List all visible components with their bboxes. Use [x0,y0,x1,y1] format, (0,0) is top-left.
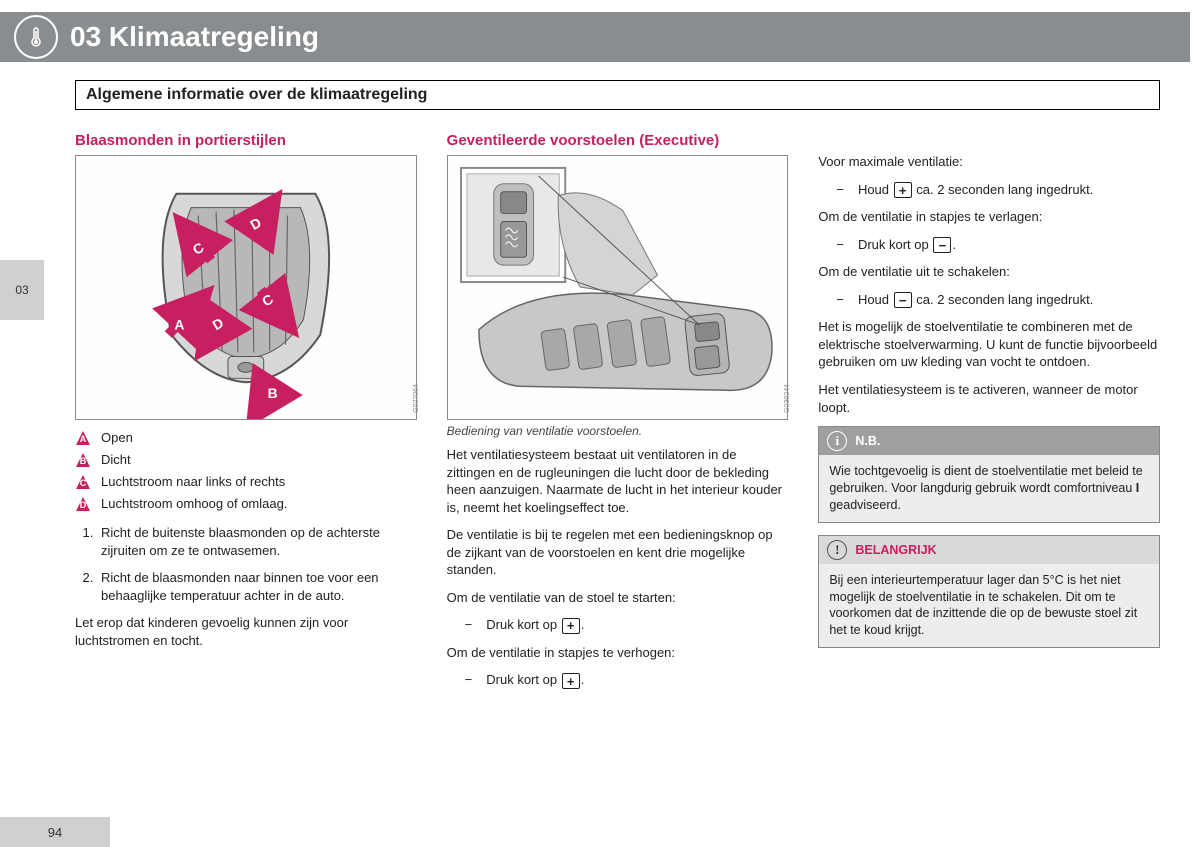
marker-b-icon: B [75,452,91,468]
dash-item: −Houd − ca. 2 seconden lang ingedrukt. [836,291,1160,309]
column-1: Blaasmonden in portierstijlen [75,132,417,699]
info-icon: i [827,431,847,451]
step-item: Richt de blaasmonden naar binnen toe voo… [97,569,417,604]
svg-text:B: B [80,456,87,466]
figure-seat-control: G030244 [447,155,789,420]
text: ca. 2 seconden lang ingedrukt. [913,292,1094,307]
col3-p4: Het ventilatiesysteem is te activeren, w… [818,381,1160,416]
callout-body: Wie tochtgevoelig is dient de stoelventi… [819,455,1159,522]
col1-heading: Blaasmonden in portierstijlen [75,132,417,149]
svg-text:B: B [268,385,278,401]
legend-row: C Luchtstroom naar links of rechts [75,474,417,490]
marker-a-icon: A [75,430,91,446]
thermometer-icon [14,15,58,59]
plus-key-icon: + [562,673,580,689]
section-title: Algemene informatie over de klimaatregel… [75,80,1160,110]
legend-text: Luchtstroom omhoog of omlaag. [101,496,287,511]
text: geadviseerd. [829,498,901,512]
minus-key-icon: − [894,292,912,308]
callout-nb: i N.B. Wie tochtgevoelig is dient de sto… [818,426,1160,523]
figure-air-vent: A B C C D D G027064 [75,155,417,420]
text: Druk kort op [858,237,932,252]
text: Druk kort op [486,672,560,687]
step-item: Richt de buitenste blaasmonden op de ach… [97,524,417,559]
svg-text:C: C [80,478,87,488]
minus-key-icon: − [933,237,951,253]
dash-item: −Druk kort op +. [465,616,789,634]
text: ca. 2 seconden lang ingedrukt. [913,182,1094,197]
legend-row: D Luchtstroom omhoog of omlaag. [75,496,417,512]
content-area: Algemene informatie over de klimaatregel… [75,80,1160,699]
text: Houd [858,182,893,197]
callout-important: ! BELANGRIJK Bij een interieurtemperatuu… [818,535,1160,649]
svg-text:A: A [80,434,87,444]
marker-d-icon: D [75,496,91,512]
steps-list: Richt de buitenste blaasmonden op de ach… [97,524,417,604]
dash-item: −Druk kort op −. [836,236,1160,254]
dash-item: −Druk kort op +. [465,671,789,689]
callout-head: i N.B. [819,427,1159,455]
col2-line1: Om de ventilatie van de stoel te starten… [447,589,789,607]
col3-p3: Het is mogelijk de stoelventilatie te co… [818,318,1160,371]
chapter-header: 03 Klimaatregeling [0,12,1190,62]
plus-key-icon: + [894,182,912,198]
page-number: 94 [0,817,110,847]
image-code: G027064 [413,384,420,413]
svg-text:A: A [174,317,184,333]
col2-heading: Geventileerde voorstoelen (Executive) [447,132,789,149]
callout-title: N.B. [855,434,880,448]
legend-text: Luchtstroom naar links of rechts [101,474,285,489]
col2-p1: Het ventilatiesysteem bestaat uit ventil… [447,446,789,516]
text: Druk kort op [486,617,560,632]
callout-body: Bij een interieurtemperatuur lager dan 5… [819,564,1159,648]
marker-c-icon: C [75,474,91,490]
exclamation-icon: ! [827,540,847,560]
col3-line2: Om de ventilatie uit te schakelen: [818,263,1160,281]
text: Wie tochtgevoelig is dient de stoelventi… [829,464,1142,495]
col2-line2: Om de ventilatie in stapjes te verhogen: [447,644,789,662]
legend-row: A Open [75,430,417,446]
legend-row: B Dicht [75,452,417,468]
text: . [581,617,585,632]
col3-line1: Om de ventilatie in stapjes te verlagen: [818,208,1160,226]
legend-text: Dicht [101,452,131,467]
dash-item: −Houd + ca. 2 seconden lang ingedrukt. [836,181,1160,199]
legend-text: Open [101,430,133,445]
callout-title: BELANGRIJK [855,543,936,557]
col3-line0: Voor maximale ventilatie: [818,153,1160,171]
figure-caption: Bediening van ventilatie voorstoelen. [447,424,789,438]
col2-p2: De ventilatie is bij te regelen met een … [447,526,789,579]
image-code: G030244 [784,384,791,413]
text: . [952,237,956,252]
col1-note: Let erop dat kinderen gevoelig kunnen zi… [75,614,417,649]
level: I [1136,481,1139,495]
callout-head: ! BELANGRIJK [819,536,1159,564]
plus-key-icon: + [562,618,580,634]
text: Houd [858,292,893,307]
column-2: Geventileerde voorstoelen (Executive) [447,132,789,699]
svg-text:D: D [80,500,87,510]
column-3: Voor maximale ventilatie: −Houd + ca. 2 … [818,132,1160,699]
legend-list: A Open B Dicht C Luchtstroom naar links of … [75,430,417,512]
side-tab: 03 [0,260,44,320]
text: . [581,672,585,687]
chapter-title: 03 Klimaatregeling [70,21,319,53]
